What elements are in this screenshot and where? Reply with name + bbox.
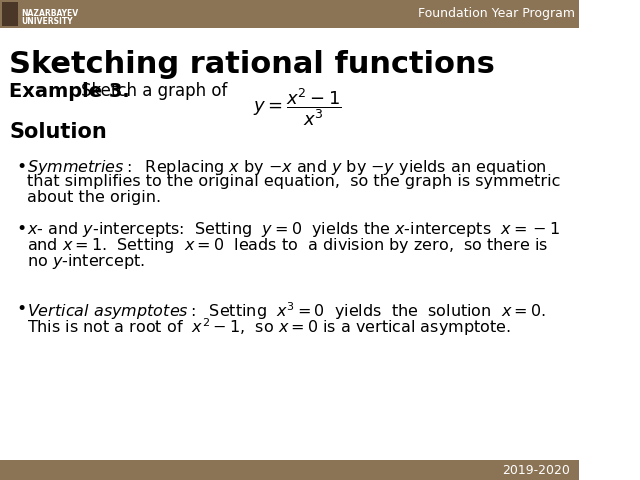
Text: NAZARBAYEV: NAZARBAYEV: [22, 9, 79, 18]
Text: •: •: [16, 158, 26, 176]
Text: that simplifies to the original equation,  so the graph is symmetric: that simplifies to the original equation…: [27, 174, 561, 189]
Text: about the origin.: about the origin.: [27, 190, 161, 205]
Text: Example 3.: Example 3.: [9, 82, 130, 101]
Text: •: •: [16, 300, 26, 318]
Text: $\it{x\text{- and }y\text{-intercepts:}}$  Setting  $y = 0$  yields the $x$-inte: $\it{x\text{- and }y\text{-intercepts:}}…: [27, 220, 560, 239]
Text: $\it{Vertical\ asymptotes:}$  Setting  $x^3 = 0$  yields  the  solution  $x = 0$: $\it{Vertical\ asymptotes:}$ Setting $x^…: [27, 300, 546, 322]
Text: 2019-2020: 2019-2020: [502, 464, 570, 477]
Bar: [2, 2, 18, 26]
Bar: [0, 0, 100, 28]
Text: Solution: Solution: [9, 122, 107, 142]
Text: •: •: [16, 220, 26, 238]
Bar: [0, 0, 579, 28]
Text: This is not a root of  $x^2 - 1$,  so $x = 0$ is a vertical asymptote.: This is not a root of $x^2 - 1$, so $x =…: [27, 316, 511, 338]
Text: Sketch a graph of: Sketch a graph of: [81, 82, 228, 100]
Text: no $y$-intercept.: no $y$-intercept.: [27, 252, 145, 271]
Text: $\it{Symmetries:}$  Replacing $x$ by $-x$ and $y$ by $-y$ yields an equation: $\it{Symmetries:}$ Replacing $x$ by $-x$…: [27, 158, 547, 177]
Text: Sketching rational functions: Sketching rational functions: [9, 50, 495, 79]
Text: $y = \dfrac{x^2 - 1}{x^3}$: $y = \dfrac{x^2 - 1}{x^3}$: [253, 86, 342, 128]
Text: Foundation Year Program: Foundation Year Program: [418, 8, 575, 21]
Text: and $x = 1$.  Setting  $x = 0$  leads to  a division by zero,  so there is: and $x = 1$. Setting $x = 0$ leads to a …: [27, 236, 548, 255]
Bar: [0, 460, 579, 480]
Text: UNIVERSITY: UNIVERSITY: [22, 17, 74, 26]
